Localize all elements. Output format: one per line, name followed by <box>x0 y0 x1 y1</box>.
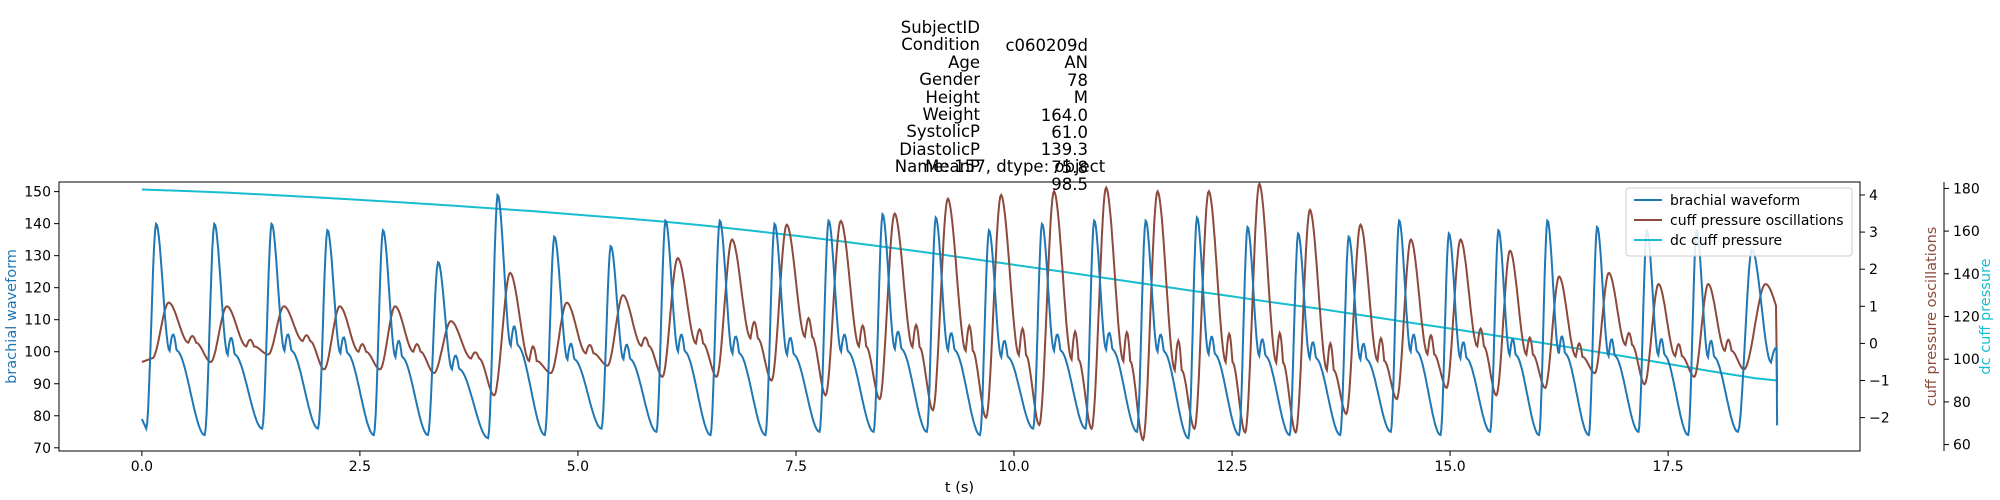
title-key: MeanP <box>925 157 980 177</box>
title-value: M <box>1073 88 1088 108</box>
title-row-diastolicp: DiastolicP 75.8 <box>800 123 1200 176</box>
right1-tick-label: 1 <box>1869 299 1878 315</box>
title-value: 61.0 <box>1051 123 1088 142</box>
title-key: Age <box>948 52 980 72</box>
right1-tick-label: −1 <box>1869 374 1890 390</box>
series-brachial-waveform <box>140 192 1779 440</box>
plot-area <box>140 182 1779 442</box>
title-value: 139.3 <box>1040 140 1088 160</box>
left-tick-label: 100 <box>24 345 51 361</box>
title-key: DiastolicP <box>899 139 980 159</box>
title-row-systolicp: SystolicP 139.3 <box>800 105 1200 159</box>
right2-tick-label: 80 <box>1953 395 1971 411</box>
right2-tick-label: 160 <box>1953 224 1980 240</box>
left-tick-label: 90 <box>33 377 51 393</box>
x-tick-label: 17.5 <box>1653 459 1684 475</box>
right2-tick-label: 120 <box>1953 310 1980 326</box>
title-row-age: Age 78 <box>800 36 1200 89</box>
x-tick-label: 0.0 <box>131 459 153 475</box>
legend-label: cuff pressure oscillations <box>1670 213 1844 229</box>
x-tick-label: 10.0 <box>998 459 1029 475</box>
legend-box <box>1625 187 1853 257</box>
legend-label: brachial waveform <box>1670 193 1800 209</box>
left-axis-label: brachial waveform <box>4 249 20 384</box>
plot-frame <box>58 181 1861 452</box>
x-tick-label: 5.0 <box>567 459 589 475</box>
title-value: c060209d <box>1005 36 1088 55</box>
right1-tick-label: 4 <box>1869 188 1878 204</box>
title-key: Gender <box>919 70 980 90</box>
x-tick-label: 7.5 <box>785 459 807 475</box>
left-tick-label: 80 <box>33 409 51 425</box>
title-footer: Name: 157, dtype: object <box>894 156 1106 176</box>
x-tick-label: 2.5 <box>349 459 371 475</box>
left-tick-label: 110 <box>24 313 51 329</box>
title-key: SystolicP <box>906 122 980 142</box>
title-key: Weight <box>922 105 980 124</box>
title-row-subjectid: SubjectID c060209d <box>800 1 1200 55</box>
left-tick-label: 140 <box>24 217 51 233</box>
right1-tick-label: 3 <box>1869 225 1878 241</box>
title-value: 164.0 <box>1040 105 1088 125</box>
right1-tick-label: 0 <box>1869 336 1878 352</box>
title-row-meanp: MeanP 98.5 <box>800 140 1200 194</box>
x-tick-label: 12.5 <box>1216 459 1247 475</box>
left-tick-label: 130 <box>24 249 51 265</box>
title-key: Condition <box>901 35 980 55</box>
x-axis-label: t (s) <box>945 480 974 496</box>
title-key: SubjectID <box>900 18 980 37</box>
right1-tick-label: −2 <box>1869 411 1890 427</box>
title-key: Height <box>925 87 980 107</box>
chart-title-block: SubjectID c060209d Condition AN Age 78 G… <box>0 0 2000 194</box>
left-tick-label: 70 <box>33 441 51 457</box>
right2-tick-label: 140 <box>1953 267 1980 283</box>
x-tick-label: 15.0 <box>1435 459 1466 475</box>
right2-tick-label: 60 <box>1953 438 1971 454</box>
title-row-height: Height 164.0 <box>800 71 1200 124</box>
title-row-weight: Weight 61.0 <box>800 88 1200 142</box>
title-value: 78 <box>1067 70 1088 90</box>
legend-label: dc cuff pressure <box>1670 233 1782 249</box>
right2-tick-label: 180 <box>1953 181 1980 197</box>
legend: brachial waveform cuff pressure oscillati… <box>1625 187 1853 257</box>
left-tick-label: 120 <box>24 281 51 297</box>
title-row-condition: Condition AN <box>800 18 1200 72</box>
title-value: AN <box>1064 53 1088 73</box>
title-value: 75.8 <box>1051 157 1088 177</box>
right1-tick-label: 2 <box>1869 262 1878 278</box>
right1-axis-label: cuff pressure oscillations <box>1924 227 1940 407</box>
right2-axis-label: dc cuff pressure <box>1978 258 1994 374</box>
title-row-gender: Gender M <box>800 53 1200 107</box>
left-tick-label: 150 <box>24 185 51 201</box>
title-value: 98.5 <box>1051 175 1088 195</box>
series-cuff-pressure-oscillations <box>141 182 1779 442</box>
right2-tick-label: 100 <box>1953 352 1980 368</box>
